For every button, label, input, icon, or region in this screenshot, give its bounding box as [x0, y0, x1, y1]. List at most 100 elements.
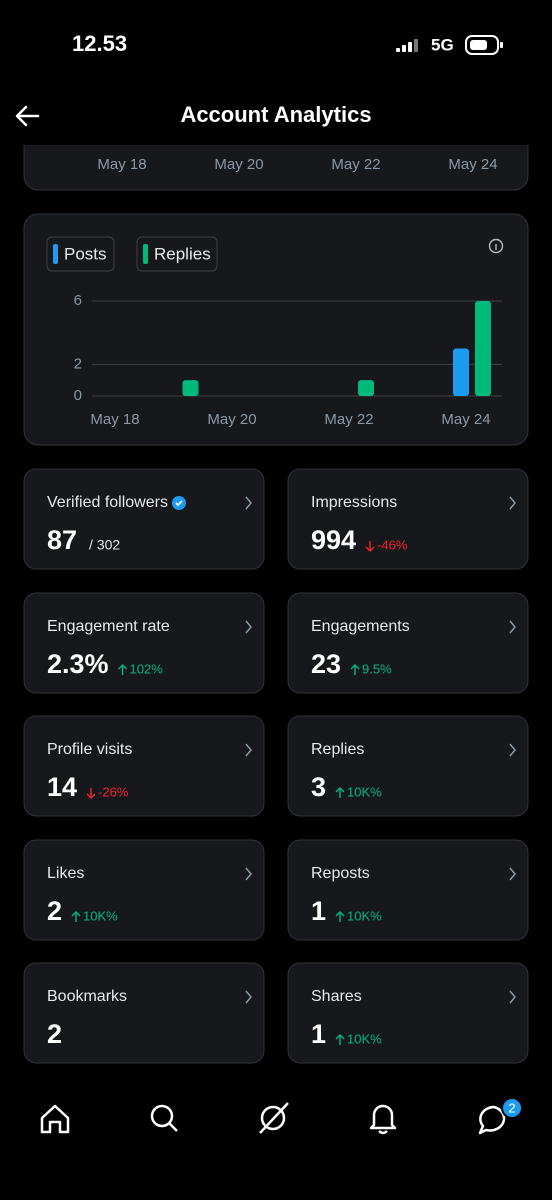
change-arrow [335, 1034, 345, 1045]
metric-change: 102% [130, 661, 164, 676]
metric-card[interactable]: Profile visits 14 -26% [23, 715, 265, 817]
chevron [509, 496, 516, 510]
card-bg [23, 715, 265, 817]
y-tick-label: 6 [74, 292, 82, 309]
chevron [245, 990, 252, 1004]
x-tick-label: May 22 [331, 156, 380, 173]
card-bg [23, 592, 265, 694]
bar [358, 380, 374, 396]
metric-card[interactable]: Verified followers 87 / 302 [23, 468, 265, 570]
metric-change: -26% [98, 784, 129, 799]
metric-change: 10K% [347, 784, 382, 799]
x-tick-label: May 18 [97, 156, 146, 173]
legend-swatch [143, 244, 148, 264]
metric-card[interactable]: Reposts 1 10K% [287, 839, 529, 941]
change-arrow [335, 787, 345, 798]
metric-change: 10K% [83, 908, 118, 923]
metric-card[interactable]: Replies 3 10K% [287, 715, 529, 817]
metric-card[interactable]: Engagements 23 9.5% [287, 592, 529, 694]
metric-label: Likes [47, 865, 84, 882]
metric-card[interactable]: Likes 2 10K% [23, 839, 265, 941]
metric-value: 3 [311, 772, 326, 802]
legend-label: Replies [154, 244, 211, 263]
change-arrow [71, 911, 81, 922]
legend-item[interactable] [46, 236, 115, 272]
chevron [245, 620, 252, 634]
info-icon[interactable] [488, 238, 504, 254]
metric-total: / 302 [89, 537, 120, 553]
x-tick-label: May 20 [214, 156, 263, 173]
chevron [509, 620, 516, 634]
bar [182, 380, 199, 396]
card-bg [287, 962, 529, 1064]
metric-card[interactable]: Bookmarks 2 [23, 962, 265, 1064]
metric-value: 2.3% [47, 649, 109, 679]
metric-label: Shares [311, 988, 362, 1005]
x-tick-label: May 24 [448, 156, 497, 173]
metric-card[interactable]: Impressions 994 -46% [287, 468, 529, 570]
metric-change: 10K% [347, 1031, 382, 1046]
metric-change: 10K% [347, 908, 382, 923]
notifications-icon[interactable] [369, 1104, 397, 1135]
card-bg [23, 468, 265, 570]
chevron [509, 743, 516, 757]
metric-label: Engagements [311, 618, 410, 635]
chevron [509, 990, 516, 1004]
network: 5G [431, 35, 454, 54]
bar [475, 301, 491, 396]
home-icon[interactable] [40, 1104, 70, 1134]
card-bg [287, 468, 529, 570]
metric-card[interactable]: Engagement rate 2.3% 102% [23, 592, 265, 694]
chevron [245, 496, 252, 510]
metric-change: 9.5% [362, 661, 392, 676]
chart-card [23, 213, 529, 446]
metric-value: 23 [311, 649, 341, 679]
legend-swatch [53, 244, 58, 264]
metric-change: -46% [377, 537, 408, 552]
x-tick-label: May 22 [324, 411, 373, 428]
page-title: Account Analytics [180, 102, 371, 127]
change-arrow [86, 788, 96, 799]
legend-label: Posts [64, 244, 107, 263]
metric-value: 2 [47, 896, 62, 926]
metric-value: 994 [311, 525, 356, 555]
change-arrow [118, 664, 128, 675]
signal-icon [396, 39, 418, 52]
change-arrow [365, 541, 375, 552]
x-tick-label: May 24 [441, 411, 490, 428]
metric-value: 1 [311, 1019, 326, 1049]
metric-label: Verified followers [47, 494, 168, 511]
chevron [509, 867, 516, 881]
bottom-nav [40, 1102, 506, 1135]
metric-label: Impressions [311, 494, 397, 511]
card-bg [287, 592, 529, 694]
metric-label: Bookmarks [47, 988, 127, 1005]
back-button[interactable] [15, 105, 40, 127]
bar [453, 348, 469, 396]
search-icon[interactable] [150, 1104, 178, 1132]
metric-label: Profile visits [47, 741, 132, 758]
metric-value: 1 [311, 896, 326, 926]
x-tick-label: May 20 [207, 411, 256, 428]
y-tick-label: 2 [74, 355, 82, 372]
badge [501, 1097, 523, 1119]
change-arrow [350, 664, 360, 675]
card-bg [287, 715, 529, 817]
grok-icon[interactable] [259, 1102, 289, 1134]
time: 12.53 [72, 31, 127, 56]
metric-value: 2 [47, 1019, 62, 1049]
metric-label: Reposts [311, 865, 370, 882]
header-bg [0, 0, 552, 145]
card-bg [23, 962, 265, 1064]
card-bg [287, 839, 529, 941]
metric-value: 87 [47, 525, 77, 555]
metric-card[interactable]: Shares 1 10K% [287, 962, 529, 1064]
legend-item[interactable] [136, 236, 218, 272]
badge-count: 2 [508, 1100, 515, 1115]
metric-value: 14 [47, 772, 77, 802]
change-arrow [335, 911, 345, 922]
card-bg [23, 839, 265, 941]
